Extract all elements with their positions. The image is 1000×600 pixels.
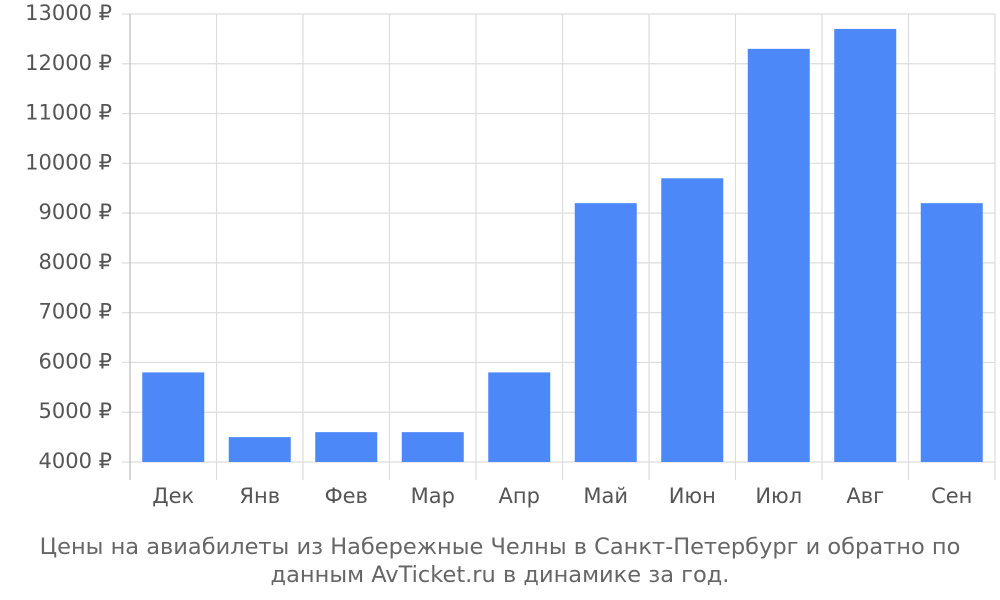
bar (488, 372, 551, 462)
y-tick-label: 8000 ₽ (39, 250, 112, 274)
y-tick-label: 12000 ₽ (25, 51, 112, 75)
bar (228, 437, 291, 462)
x-tick-label: Июл (755, 484, 802, 508)
x-tick-label: Фев (325, 484, 368, 508)
x-tick-label: Май (583, 484, 628, 508)
x-tick-label: Авг (846, 484, 884, 508)
bar (574, 203, 637, 462)
y-tick-label: 4000 ₽ (39, 449, 112, 473)
bar (834, 28, 897, 463)
y-tick-label: 11000 ₽ (25, 101, 112, 125)
y-tick-label: 7000 ₽ (39, 300, 112, 324)
bar (747, 48, 810, 462)
x-tick-label: Мар (411, 484, 455, 508)
y-tick-label: 10000 ₽ (25, 150, 112, 174)
bar (661, 178, 724, 462)
bar (142, 372, 205, 462)
chart-title: Цены на авиабилеты из Набережные Челны в… (39, 534, 961, 588)
y-tick-label: 5000 ₽ (39, 399, 112, 423)
x-tick-label: Сен (931, 484, 972, 508)
y-tick-label: 9000 ₽ (39, 200, 112, 224)
y-tick-label: 6000 ₽ (39, 349, 112, 373)
x-tick-label: Янв (239, 484, 280, 508)
bar (401, 432, 464, 462)
y-tick-label: 13000 ₽ (25, 1, 112, 25)
x-tick-label: Дек (152, 484, 194, 508)
bar (920, 203, 983, 462)
chart: 4000 ₽ 5000 ₽ 6000 ₽ 7000 ₽ 8000 ₽ 9000 ₽ 1000… (25, 1, 996, 508)
x-tick-label: Апр (499, 484, 540, 508)
x-tick-label: Июн (669, 484, 716, 508)
bar (315, 432, 378, 462)
